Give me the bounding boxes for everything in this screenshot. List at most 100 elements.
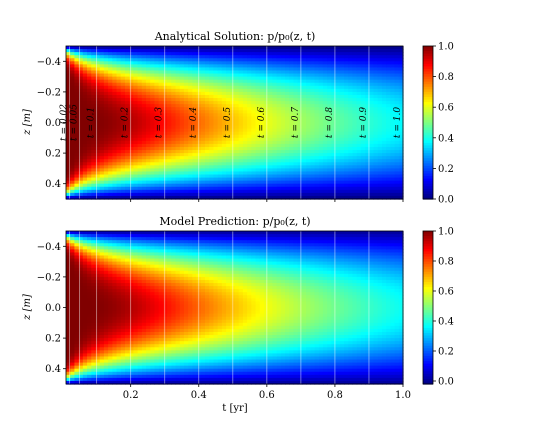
heatmap-cell (103, 159, 109, 163)
heatmap-cell (103, 58, 109, 62)
heatmap-cell (213, 58, 219, 62)
heatmap-cell (103, 374, 109, 379)
heatmap-cell (82, 264, 88, 269)
heatmap-cell (141, 55, 147, 59)
heatmap-cell (103, 76, 109, 81)
heatmap-cell (99, 301, 105, 306)
heatmap-cell (120, 119, 126, 124)
heatmap-cell (322, 125, 328, 130)
heatmap-cell (91, 341, 97, 345)
heatmap-cell (335, 156, 341, 160)
heatmap-cell (276, 116, 282, 121)
heatmap-cell (217, 189, 223, 194)
heatmap-cell (116, 289, 122, 293)
heatmap-cell (297, 94, 303, 99)
heatmap-cell (297, 122, 303, 127)
heatmap-cell (205, 49, 210, 53)
heatmap-cell (167, 146, 172, 151)
heatmap-cell (91, 156, 97, 160)
heatmap-cell (310, 186, 316, 191)
heatmap-cell (200, 49, 206, 53)
heatmap-cell (386, 186, 391, 191)
heatmap-cell (297, 134, 303, 139)
heatmap-cell (394, 52, 400, 56)
heatmap-cell (137, 64, 143, 69)
colorbar-tick-label: 0.8 (438, 72, 454, 83)
heatmap-cell (352, 171, 358, 176)
heatmap-cell (369, 64, 375, 69)
heatmap-cell (352, 131, 358, 136)
heatmap-cell (108, 67, 113, 72)
heatmap-cell (314, 46, 320, 50)
heatmap-cell (209, 101, 215, 105)
heatmap-cell (226, 153, 231, 157)
heatmap-cell (70, 174, 76, 179)
heatmap-cell (365, 137, 370, 142)
heatmap-cell (394, 76, 400, 81)
heatmap-cell (171, 116, 177, 121)
heatmap-cell (66, 240, 71, 244)
heatmap-cell (310, 73, 316, 78)
heatmap-cell (82, 295, 88, 299)
heatmap-cell (108, 76, 113, 81)
heatmap-cell (339, 143, 345, 148)
heatmap-cell (179, 131, 185, 136)
heatmap-cell (95, 195, 101, 200)
heatmap-cell (301, 162, 307, 166)
heatmap-cell (108, 52, 113, 56)
heatmap-cell (310, 165, 316, 169)
heatmap-cell (306, 177, 311, 182)
heatmap-cell (221, 177, 227, 182)
heatmap-cell (188, 64, 193, 69)
heatmap-cell (87, 276, 92, 281)
heatmap-cell (200, 137, 206, 142)
heatmap-cell (272, 70, 278, 75)
colorbar-segment (423, 117, 433, 121)
heatmap-cell (78, 335, 84, 339)
heatmap-cell (158, 67, 164, 72)
heatmap-cell (209, 189, 215, 194)
heatmap-cell (221, 192, 227, 197)
heatmap-cell (78, 85, 84, 90)
heatmap-cell (310, 101, 316, 105)
heatmap-cell (272, 67, 278, 72)
heatmap-cell (310, 107, 316, 111)
heatmap-cell (369, 98, 375, 102)
heatmap-cell (137, 283, 143, 287)
heatmap-cell (91, 91, 97, 96)
heatmap-cell (120, 368, 126, 373)
heatmap-cell (238, 119, 244, 124)
heatmap-cell (74, 162, 80, 166)
heatmap-cell (66, 156, 71, 160)
heatmap-cell (381, 91, 387, 96)
heatmap-cell (289, 189, 295, 194)
heatmap-cell (297, 55, 303, 59)
heatmap-cell (335, 116, 341, 121)
colorbar-segment (423, 135, 433, 139)
heatmap-cell (171, 91, 177, 96)
heatmap-cell (331, 131, 337, 136)
heatmap-cell (386, 79, 391, 84)
heatmap-cell (91, 137, 97, 142)
heatmap-cell (95, 192, 101, 197)
heatmap-cell (200, 183, 206, 188)
heatmap-cell (268, 131, 274, 136)
heatmap-cell (103, 234, 109, 238)
heatmap-cell (112, 273, 118, 278)
heatmap-cell (280, 91, 286, 96)
heatmap-cell (137, 113, 143, 117)
heatmap-cell (205, 70, 210, 75)
heatmap-cell (192, 192, 198, 197)
heatmap-cell (120, 304, 126, 309)
heatmap-cell (70, 125, 76, 130)
heatmap-cell (129, 186, 134, 191)
heatmap-cell (226, 104, 231, 108)
heatmap-cell (339, 79, 345, 84)
heatmap-cell (293, 165, 299, 169)
heatmap-cell (390, 183, 396, 188)
heatmap-cell (226, 131, 231, 136)
heatmap-cell (381, 122, 387, 127)
heatmap-cell (301, 49, 307, 53)
heatmap-cell (74, 88, 80, 93)
heatmap-cell (276, 134, 282, 139)
